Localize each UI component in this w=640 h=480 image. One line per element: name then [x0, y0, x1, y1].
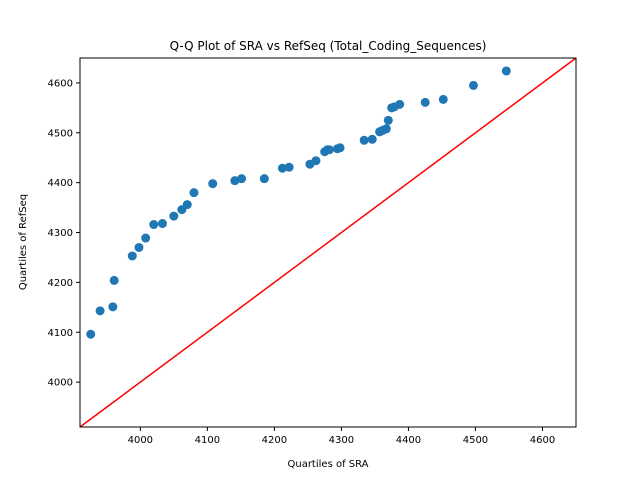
- x-tick-label: 4300: [329, 435, 354, 446]
- data-point: [134, 242, 144, 252]
- data-point: [381, 124, 391, 134]
- data-point: [284, 162, 294, 172]
- data-point: [182, 200, 192, 210]
- data-point: [468, 80, 478, 90]
- x-tick-label: 4400: [396, 435, 421, 446]
- y-axis-label: Quartiles of RefSeq: [18, 194, 29, 290]
- y-tick-label: 4300: [48, 228, 73, 239]
- x-tick-label: 4100: [195, 435, 220, 446]
- data-point: [95, 306, 105, 316]
- data-point: [395, 99, 405, 109]
- data-point: [335, 143, 345, 153]
- y-tick-label: 4400: [48, 178, 73, 189]
- y-tick-label: 4500: [48, 128, 73, 139]
- x-axis-ticks: 4000 4100 4200 4300 4400 4500 4600: [128, 427, 555, 446]
- data-point: [501, 66, 511, 76]
- data-point: [127, 251, 137, 261]
- x-axis-label: Quartiles of SRA: [287, 459, 368, 470]
- data-point: [438, 94, 448, 104]
- data-point: [141, 233, 151, 243]
- data-point: [109, 275, 119, 285]
- x-tick-label: 4600: [530, 435, 555, 446]
- plot-area: 4000 4100 4200 4300 4400 4500 4600 4000 4100 420…: [48, 57, 577, 446]
- x-tick-label: 4200: [262, 435, 287, 446]
- data-point: [86, 329, 96, 339]
- x-tick-label: 4500: [463, 435, 488, 446]
- data-point: [420, 97, 430, 107]
- data-point: [169, 211, 179, 221]
- data-points: [86, 66, 511, 339]
- data-point: [208, 179, 218, 189]
- data-point: [108, 302, 118, 312]
- data-point: [157, 219, 167, 229]
- reference-line-group: [79, 57, 577, 428]
- x-tick-label: 4000: [128, 435, 153, 446]
- y-tick-label: 4600: [48, 78, 73, 89]
- chart-title: Q-Q Plot of SRA vs RefSeq (Total_Coding_…: [170, 39, 487, 53]
- y-axis-ticks: 4000 4100 4200 4300 4400 4500 4600: [48, 78, 80, 389]
- y-tick-label: 4200: [48, 278, 73, 289]
- data-point: [367, 134, 377, 144]
- data-point: [277, 163, 287, 173]
- y-tick-label: 4000: [48, 378, 73, 389]
- data-point: [259, 174, 269, 184]
- y-tick-label: 4100: [48, 328, 73, 339]
- data-point: [189, 188, 199, 198]
- reference-line: [79, 57, 577, 428]
- data-point: [359, 135, 369, 145]
- data-point: [311, 156, 321, 166]
- data-point: [383, 115, 393, 125]
- axes-frame: [79, 57, 577, 428]
- data-point: [237, 174, 247, 184]
- data-point: [324, 145, 334, 155]
- data-point: [149, 220, 159, 230]
